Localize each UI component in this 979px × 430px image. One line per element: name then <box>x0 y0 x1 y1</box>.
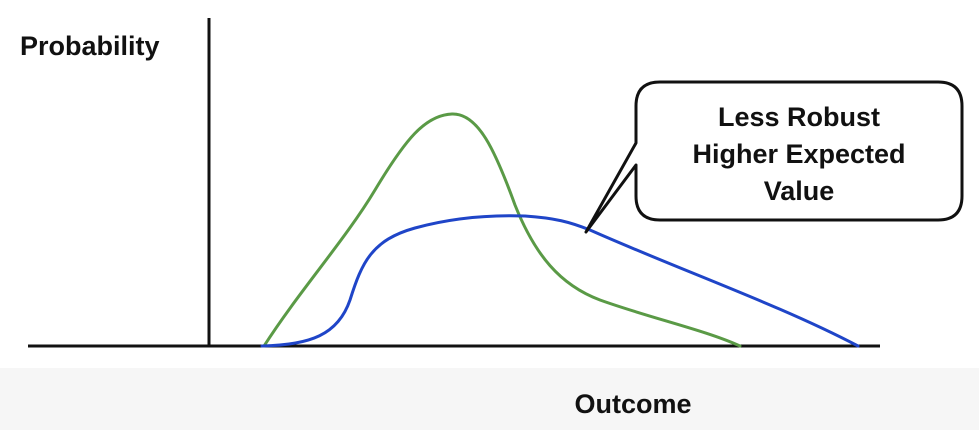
y-axis-title: Probability <box>20 31 160 61</box>
x-axis-title: Outcome <box>574 389 691 419</box>
green-distribution-curve <box>262 112 742 348</box>
callout-line-3: Value <box>764 176 835 206</box>
footer-band <box>0 368 979 430</box>
callout-line-2: Higher Expected <box>692 139 905 169</box>
callout-line-1: Less Robust <box>718 102 880 132</box>
callout-bubble <box>584 80 964 234</box>
blue-distribution-curve <box>260 214 860 348</box>
